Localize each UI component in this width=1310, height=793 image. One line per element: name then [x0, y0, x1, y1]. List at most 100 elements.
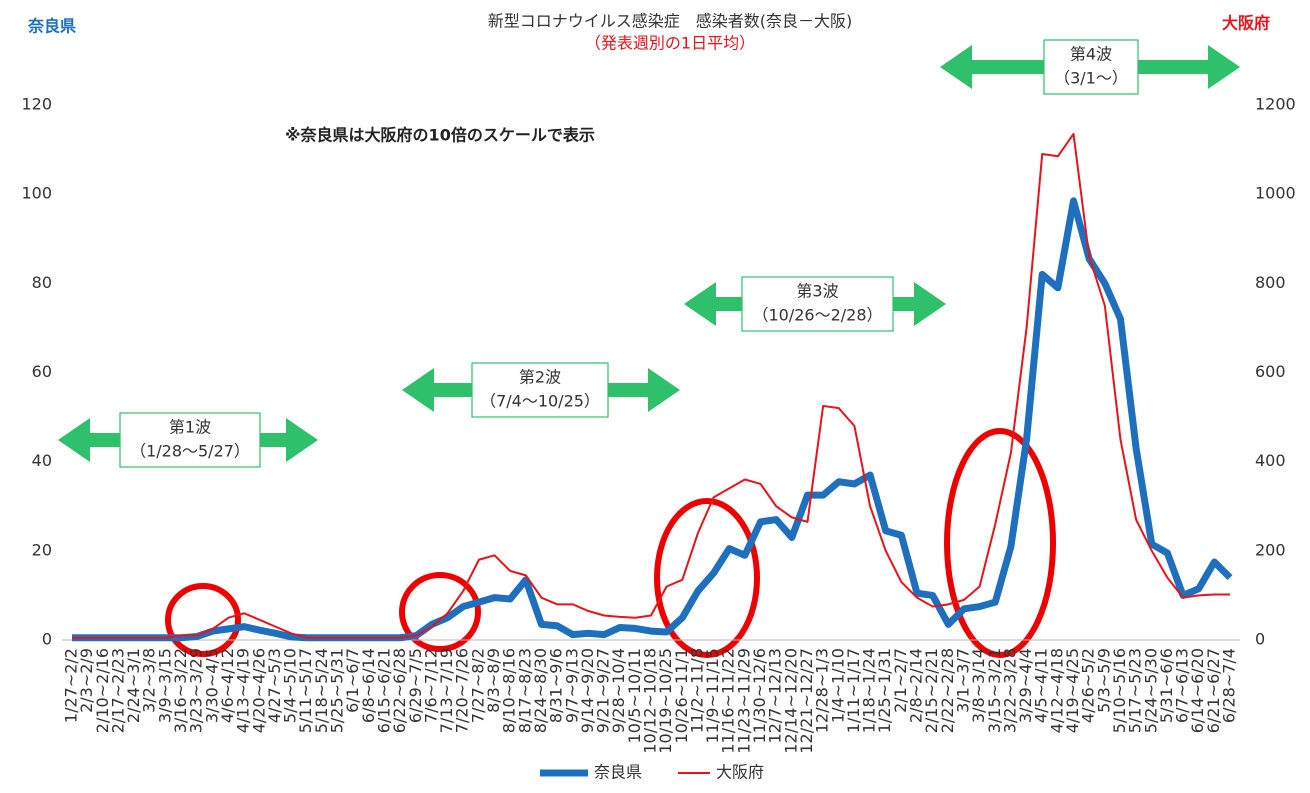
x-tick-label: 12/14~12/20 — [781, 648, 800, 754]
x-tick-label: 9/7~9/13 — [562, 648, 581, 723]
x-tick-label: 2/3~2/9 — [77, 648, 96, 713]
x-tick-label: 3/2~3/8 — [140, 648, 159, 713]
x-tick-label: 4/26~5/2 — [1079, 648, 1098, 723]
wave-label: 第3波 — [796, 282, 838, 301]
x-tick-label: 2/10~2/16 — [93, 648, 112, 733]
y-tick-label: 120 — [21, 95, 52, 114]
x-tick-label: 6/1~6/7 — [343, 648, 362, 713]
x-tick-label: 6/8~6/14 — [359, 648, 378, 723]
x-tick-label: 12/28~1/3 — [813, 648, 832, 733]
x-tick-label: 4/20~4/26 — [249, 648, 268, 733]
x-tick-label: 4/6~4/12 — [218, 648, 237, 723]
wave-period: （3/1～） — [1054, 69, 1128, 88]
x-tick-label: 3/29~4/4 — [1016, 648, 1035, 723]
x-tick-label: 6/22~6/28 — [390, 648, 409, 733]
wave-box — [119, 412, 261, 468]
x-tick-label: 1/4~1/10 — [828, 648, 847, 723]
y2-tick-label: 800 — [1255, 273, 1286, 292]
x-tick-label: 11/2~11/8 — [687, 648, 706, 733]
x-tick-label: 5/17~5/23 — [1126, 648, 1145, 733]
x-tick-label: 1/27~2/2 — [62, 648, 81, 723]
x-tick-label: 11/23~11/29 — [734, 648, 753, 754]
y-tick-label: 0 — [42, 630, 52, 649]
x-tick-label: 4/5~4/11 — [1032, 648, 1051, 723]
y2-tick-label: 1000 — [1255, 184, 1296, 203]
x-tick-label: 6/28~7/4 — [1220, 648, 1239, 723]
x-tick-label: 6/14~6/20 — [1188, 648, 1207, 733]
x-tick-label: 9/14~9/20 — [578, 648, 597, 733]
wave-arrow-head — [648, 368, 680, 412]
x-tick-label: 8/31~9/6 — [547, 648, 566, 723]
x-tick-label: 5/18~5/24 — [312, 648, 331, 733]
wave-arrow-head — [286, 418, 318, 462]
y2-tick-label: 0 — [1255, 630, 1265, 649]
x-tick-label: 3/30~4/5 — [202, 648, 221, 723]
x-tick-label: 3/23~3/29 — [187, 648, 206, 733]
wave-label: 第4波 — [1070, 45, 1112, 64]
chart-subtitle: （発表週別の1日平均） — [585, 34, 755, 53]
y-axis-label: 奈良県 — [27, 17, 76, 36]
x-tick-label: 10/5~10/11 — [625, 648, 644, 743]
y-tick-label: 40 — [32, 451, 52, 470]
series-line — [72, 197, 1233, 642]
x-tick-label: 7/13~7/19 — [437, 648, 456, 733]
chart-title: 新型コロナウイルス感染症 感染者数(奈良－大阪) — [488, 12, 853, 31]
x-tick-label: 6/7~6/13 — [1173, 648, 1192, 723]
wave-box — [741, 276, 894, 332]
wave-annotation: 第2波 （7/4～10/25） — [402, 362, 680, 418]
y2-tick-label: 600 — [1255, 362, 1286, 381]
x-tick-label: 12/21~12/27 — [797, 648, 816, 754]
x-tick-label: 5/4~5/10 — [281, 648, 300, 723]
x-tick-label: 7/27~8/2 — [468, 648, 487, 723]
x-tick-label: 2/8~2/14 — [907, 648, 926, 723]
series-line — [72, 132, 1230, 639]
note: ※奈良県は大阪府の10倍のスケールで表示 — [285, 126, 595, 145]
x-tick-label: 11/9~11/15 — [703, 648, 722, 743]
x-tick-label: 6/21~6/27 — [1204, 648, 1223, 733]
wave-arrow-head — [1208, 45, 1240, 89]
x-tick-label: 4/19~4/25 — [1063, 648, 1082, 733]
x-tick-label: 1/25~1/31 — [875, 648, 894, 733]
x-tick-label: 10/26~11/1 — [672, 648, 691, 743]
wave-arrow-head — [940, 45, 972, 89]
wave-period: （1/28～5/27） — [130, 442, 250, 461]
x-tick-label: 2/17~2/23 — [108, 648, 127, 733]
x-tick-label: 3/1~3/7 — [953, 648, 972, 713]
y2-axis-label: 大阪府 — [1222, 14, 1270, 33]
wave-arrow-head — [58, 418, 90, 462]
y2-tick-label: 400 — [1255, 451, 1286, 470]
x-tick-label: 9/28~10/4 — [609, 648, 628, 733]
wave-period: （7/4～10/25） — [480, 392, 600, 411]
x-tick-label: 8/17~8/23 — [515, 648, 534, 733]
x-tick-label: 5/10~5/16 — [1110, 648, 1129, 733]
y-tick-label: 100 — [21, 184, 52, 203]
wave-annotation: 第1波 （1/28～5/27） — [58, 412, 318, 468]
x-tick-label: 2/24~3/1 — [124, 648, 143, 723]
legend-label: 大阪府 — [716, 763, 764, 782]
x-tick-label: 10/19~10/25 — [656, 648, 675, 754]
x-tick-label: 4/27~5/3 — [265, 648, 284, 723]
legend-label: 奈良県 — [594, 763, 642, 782]
x-tick-label: 11/16~11/22 — [719, 648, 738, 754]
y2-tick-label: 200 — [1255, 540, 1286, 559]
x-tick-label: 5/31~6/6 — [1157, 648, 1176, 723]
x-tick-label: 4/12~4/18 — [1047, 648, 1066, 733]
wave-period: （10/26～2/28） — [752, 306, 882, 325]
wave-arrow-head — [402, 368, 434, 412]
x-tick-label: 5/3~5/9 — [1094, 648, 1113, 713]
x-tick-label: 3/22~3/28 — [1000, 648, 1019, 733]
x-tick-label: 8/3~8/9 — [484, 648, 503, 713]
y2-tick-label: 1200 — [1255, 95, 1296, 114]
wave-arrow-head — [914, 282, 946, 326]
x-tick-label: 1/18~1/24 — [860, 648, 879, 733]
y-tick-label: 60 — [32, 362, 52, 381]
y-tick-label: 20 — [32, 540, 52, 559]
wave-annotation: 第4波 （3/1～） — [940, 39, 1240, 95]
x-tick-label: 9/21~9/27 — [594, 648, 613, 733]
x-tick-label: 7/6~7/12 — [421, 648, 440, 723]
wave-annotation: 第3波 （10/26～2/28） — [684, 276, 946, 332]
x-tick-label: 2/22~2/28 — [938, 648, 957, 733]
x-tick-label: 6/29~7/5 — [406, 648, 425, 723]
x-tick-label: 7/20~7/26 — [453, 648, 472, 733]
